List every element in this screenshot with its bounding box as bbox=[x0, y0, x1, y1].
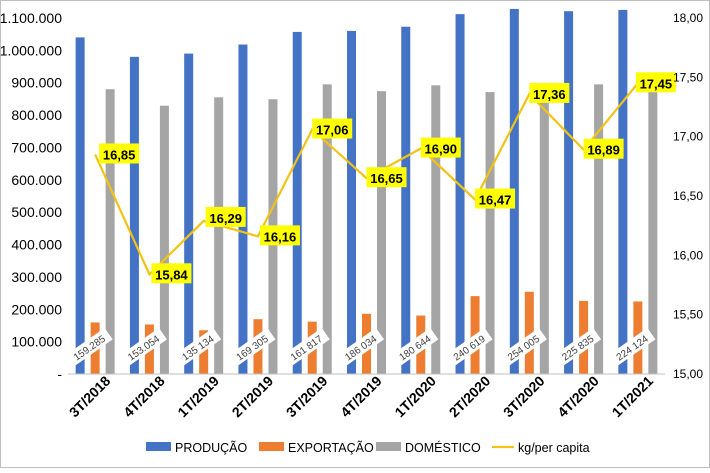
line-label-box bbox=[99, 143, 140, 164]
line-label-box bbox=[366, 167, 407, 188]
bar-producao bbox=[75, 37, 85, 374]
export-label-box bbox=[119, 327, 167, 367]
bar-exportacao bbox=[524, 291, 534, 374]
bar-producao bbox=[129, 56, 139, 374]
line-label-box bbox=[151, 263, 192, 284]
legend-label: EXPORTAÇÃO bbox=[288, 441, 374, 455]
y2-tick-label: 15,00 bbox=[673, 367, 703, 381]
line-data-label: 16,29 bbox=[209, 211, 242, 226]
bar-domestico bbox=[377, 91, 386, 374]
line-label-box bbox=[312, 118, 353, 139]
export-label-box bbox=[390, 327, 439, 367]
bar-domestico bbox=[431, 85, 441, 375]
y-tick-label: 600.000 bbox=[11, 172, 62, 188]
line-data-label: 16,89 bbox=[587, 143, 620, 158]
y2-tick-label: 17,00 bbox=[673, 130, 703, 144]
bar-producao bbox=[292, 31, 302, 375]
bar-domestico bbox=[539, 91, 549, 374]
export-label-box bbox=[173, 327, 222, 367]
bar-domestico bbox=[159, 105, 169, 375]
bar-domestico bbox=[105, 89, 115, 374]
line-data-label: 16,16 bbox=[264, 229, 297, 244]
export-label-box bbox=[228, 327, 276, 367]
bar-domestico bbox=[648, 75, 658, 374]
line-data-label: 15,84 bbox=[155, 267, 188, 282]
line-data-label: 17,06 bbox=[316, 123, 349, 138]
bar-exportacao bbox=[199, 330, 209, 374]
line-data-label: 16,47 bbox=[479, 193, 512, 208]
y-tick-label: 700.000 bbox=[11, 139, 62, 155]
line-data-label: 17,45 bbox=[640, 76, 673, 91]
y-tick-label: 1.000.000 bbox=[0, 42, 62, 58]
bar-producao bbox=[618, 9, 628, 375]
line-data-label: 16,85 bbox=[103, 147, 136, 162]
bar-producao bbox=[184, 53, 194, 374]
export-label-box bbox=[608, 327, 656, 367]
legend-swatch bbox=[146, 442, 171, 451]
legend-label: kg/per capita bbox=[518, 441, 590, 455]
line-data-label: 17,36 bbox=[533, 87, 566, 102]
line-label-box bbox=[529, 82, 570, 103]
bar-producao bbox=[347, 30, 356, 374]
line-label-box bbox=[475, 188, 516, 209]
line-data-label: 16,65 bbox=[370, 171, 403, 186]
y-tick-label: 500.000 bbox=[11, 204, 62, 220]
bar-domestico bbox=[214, 97, 224, 375]
y-tick-label: 800.000 bbox=[11, 107, 62, 123]
line-data-label: 16,90 bbox=[424, 142, 457, 157]
export-label-box bbox=[65, 327, 113, 367]
y-tick-label: - bbox=[57, 366, 62, 382]
legend-swatch bbox=[259, 442, 284, 451]
y-tick-label: 200.000 bbox=[11, 301, 62, 317]
bar-domestico bbox=[485, 92, 495, 374]
export-label-box bbox=[336, 327, 385, 367]
y-tick-label: 1.100.000 bbox=[0, 10, 62, 26]
export-label-box bbox=[282, 327, 330, 367]
y2-tick-label: 16,00 bbox=[673, 248, 703, 262]
bar-producao bbox=[455, 14, 465, 374]
y-tick-label: 300.000 bbox=[11, 269, 62, 285]
export-label-box bbox=[445, 327, 493, 367]
y2-tick-label: 18,00 bbox=[673, 11, 703, 25]
bar-producao bbox=[401, 26, 411, 374]
legend-swatch bbox=[376, 442, 401, 451]
y2-tick-label: 15,50 bbox=[673, 308, 703, 322]
y2-tick-label: 16,50 bbox=[673, 189, 703, 203]
line-label-box bbox=[205, 206, 246, 227]
bar-domestico bbox=[594, 84, 604, 374]
line-label-box bbox=[420, 137, 461, 158]
legend-label: DOMÉSTICO bbox=[405, 440, 481, 455]
line-label-box bbox=[635, 72, 676, 93]
y-tick-label: 100.000 bbox=[11, 334, 62, 350]
bar-producao bbox=[564, 11, 574, 374]
export-label-box bbox=[553, 327, 602, 367]
y2-tick-label: 17,50 bbox=[673, 70, 703, 84]
export-label-box bbox=[499, 327, 547, 367]
line-label-box bbox=[583, 138, 624, 159]
y-tick-label: 900.000 bbox=[11, 75, 62, 91]
y-tick-label: 400.000 bbox=[11, 237, 62, 253]
bar-domestico bbox=[322, 84, 332, 374]
legend-label: PRODUÇÃO bbox=[175, 441, 248, 455]
line-label-box bbox=[259, 225, 300, 246]
